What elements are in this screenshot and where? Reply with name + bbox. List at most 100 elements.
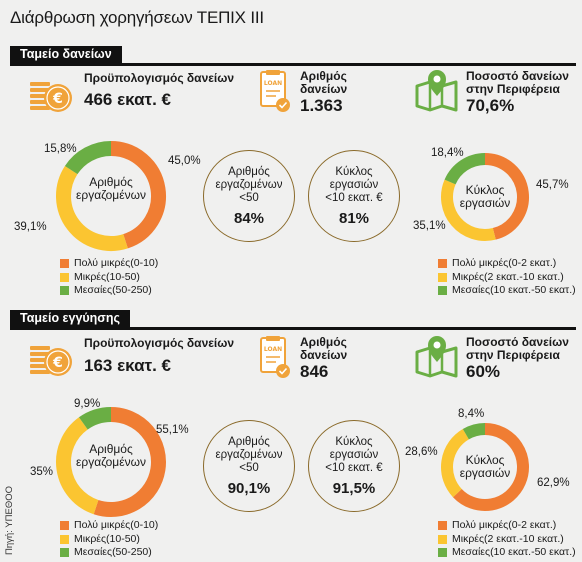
legend-bold: Μικρές [74, 270, 107, 283]
legend-item: Πολύ μικρές (0-10) [60, 257, 158, 271]
employees-donut-loans [56, 141, 166, 251]
legend-bold: Πολύ μικρές [74, 257, 131, 269]
stat-value: 81% [338, 209, 370, 227]
legend-swatch-yellow [60, 534, 69, 544]
stat-label-2: εργαζομένων [215, 448, 283, 461]
legend-rest: (2 εκατ.-10 εκατ.) [484, 270, 564, 283]
loan-document-icon: LOAN [260, 70, 290, 112]
donut-label-small: 39,1% [14, 221, 47, 233]
legend-swatch-orange [438, 521, 447, 531]
donut-label-medium: 18,4% [431, 147, 464, 159]
stat-label-2: εργασιών [329, 448, 379, 461]
stat-label-3: <10 εκατ. € [325, 191, 383, 204]
legend-item: Μεσαίες (10 εκατ.-50 εκατ.) [438, 546, 576, 560]
loan-icon-text: LOAN [264, 80, 282, 87]
slice-small [56, 166, 128, 251]
legend-bold: Μεσαίες [452, 284, 491, 296]
stat-employees-under-50: Αριθμός εργαζομένων <50 84% [203, 150, 295, 242]
legend-rest: (0-10) [130, 257, 159, 269]
stat-value: 91,5% [332, 479, 376, 497]
legend-rest: (0-2 εκατ.) [508, 257, 557, 269]
loan-document-icon: LOAN [260, 336, 290, 378]
slice-very-small [453, 423, 529, 511]
legend-swatch-orange [60, 521, 69, 531]
donut-label-medium: 15,8% [44, 143, 77, 155]
kpi-loan-count-label-1: Αριθμός [300, 69, 347, 83]
legend-item: Μικρές (10-50) [60, 533, 158, 547]
stat-turnover-under-10m: Κύκλος εργασιών <10 εκατ. € 81% [308, 150, 400, 242]
stat-value: 90,1% [227, 479, 271, 497]
legend-employees-guarantee: Πολύ μικρές (0-10) Μικρές (10-50) Μεσαίε… [60, 519, 158, 560]
employees-donut-center-label: Αριθμός εργαζομένων [61, 443, 161, 469]
legend-item: Μεσαίες (50-250) [60, 284, 158, 298]
slice-very-small [110, 141, 166, 249]
donut-label-small: 35% [30, 466, 54, 478]
stat-label-1: Αριθμός [228, 435, 270, 448]
kpi-region-label-1: Ποσοστό δανείων [466, 335, 569, 349]
legend-swatch-green [60, 548, 69, 558]
legend-rest: (50-250) [112, 546, 152, 558]
kpi-budget-value: 163 εκατ. € [84, 356, 172, 375]
legend-swatch-yellow [438, 534, 447, 544]
legend-swatch-green [438, 286, 447, 296]
legend-item: Μεσαίες (10 εκατ.-50 εκατ.) [438, 284, 576, 298]
turnover-donut-center-label: Κύκλος εργασιών [444, 184, 526, 210]
kpi-region-value: 60% [466, 362, 501, 381]
kpi-budget-label: Προϋπολογισμός δανείων [84, 71, 235, 85]
employees-donut-guarantee [56, 407, 166, 517]
legend-bold: Πολύ μικρές [452, 519, 509, 531]
stat-label-3: <50 [239, 461, 259, 474]
kpi-region-label-2: στην Περιφέρεια [466, 348, 560, 362]
legend-bold: Πολύ μικρές [74, 519, 131, 531]
legend-rest: (50-250) [112, 284, 152, 296]
center-label-line-2: εργαζομένων [76, 188, 146, 202]
loan-icon-text: LOAN [264, 346, 282, 353]
page-title: Διάρθρωση χορηγήσεων ΤΕΠΙΧ ΙΙΙ [10, 8, 264, 27]
legend-rest: (2 εκατ.-10 εκατ.) [484, 532, 564, 545]
kpi-loan-count-value: 1.363 [300, 96, 343, 115]
stat-label-2: εργαζομένων [215, 178, 283, 191]
legend-item: Πολύ μικρές (0-10) [60, 519, 158, 533]
legend-item: Πολύ μικρές (0-2 εκατ.) [438, 257, 576, 271]
kpi-region: Ποσοστό δανείων στην Περιφέρεια 60% [466, 336, 569, 382]
donut-label-very-small: 45,7% [536, 179, 569, 191]
kpi-loan-count-value: 846 [300, 362, 329, 381]
map-pin-icon [415, 336, 458, 378]
center-label-line-2: εργασιών [459, 466, 511, 480]
kpi-budget-value: 466 εκατ. € [84, 90, 172, 109]
section-header-guarantee: Ταμείο εγγύησης [10, 308, 576, 330]
stat-turnover-under-10m: Κύκλος εργασιών <10 εκατ. € 91,5% [308, 420, 400, 512]
map-pin-icon [415, 70, 458, 112]
center-label-line-1: Αριθμός [89, 175, 133, 189]
kpi-budget-label: Προϋπολογισμός δανείων [84, 336, 235, 350]
section-rule [10, 63, 576, 66]
center-label-line-2: εργασιών [459, 196, 511, 210]
donut-label-small: 28,6% [405, 446, 438, 458]
stat-label-3: <50 [239, 191, 259, 204]
kpi-region-label-1: Ποσοστό δανείων [466, 69, 569, 83]
legend-bold: Μικρές [74, 532, 107, 545]
donut-label-very-small: 62,9% [537, 477, 570, 489]
kpi-budget: Προϋπολογισμός δανείων 466 εκατ. € [84, 72, 234, 110]
turnover-donut-center-label: Κύκλος εργασιών [444, 454, 526, 480]
legend-item: Μεσαίες (50-250) [60, 546, 158, 560]
slice-small [441, 429, 470, 498]
slice-small [56, 417, 99, 515]
legend-bold: Μεσαίες [74, 284, 113, 296]
legend-item: Μικρές (2 εκατ.-10 εκατ.) [438, 271, 576, 285]
section-rule [10, 327, 576, 330]
legend-rest: (10-50) [106, 532, 140, 545]
legend-rest: (0-2 εκατ.) [508, 519, 557, 531]
source-note: Πηγή: ΥΠΕΘΟΟ [4, 486, 15, 555]
stat-label-1: Κύκλος [335, 435, 373, 448]
legend-bold: Μεσαίες [452, 546, 491, 558]
legend-rest: (10-50) [106, 270, 140, 283]
stat-employees-under-50: Αριθμός εργαζομένων <50 90,1% [203, 420, 295, 512]
employees-donut-center-label: Αριθμός εργαζομένων [61, 176, 161, 202]
kpi-region-value: 70,6% [466, 96, 515, 115]
donut-label-very-small: 55,1% [156, 424, 189, 436]
svg-text:€: € [52, 355, 63, 371]
legend-rest: (10 εκατ.-50 εκατ.) [490, 546, 576, 558]
slice-medium [78, 407, 112, 430]
legend-swatch-orange [60, 259, 69, 269]
